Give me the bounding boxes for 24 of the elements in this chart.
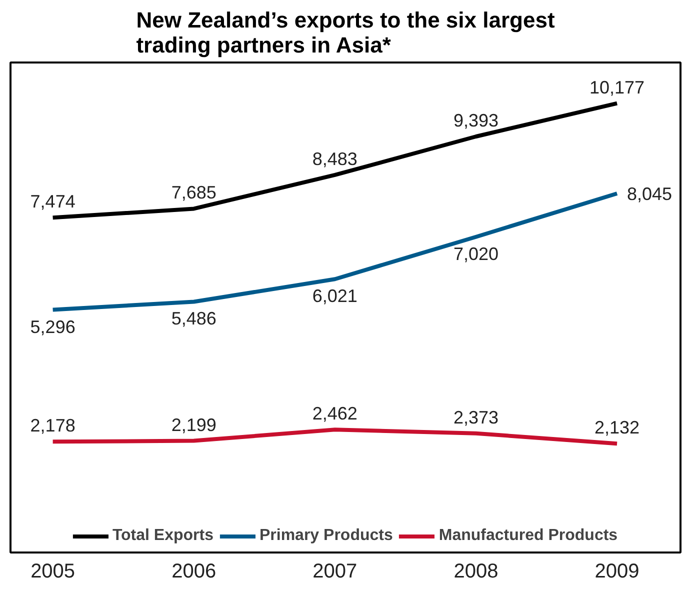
legend-label: Manufactured Products xyxy=(438,527,618,545)
data-label: 2,178 xyxy=(30,416,76,436)
data-label: 2,132 xyxy=(594,418,640,438)
data-label: 8,045 xyxy=(627,184,672,204)
data-label: 5,296 xyxy=(30,316,76,337)
x-tick-label: 2005 xyxy=(30,560,76,582)
data-label: 2,373 xyxy=(453,407,498,428)
data-label: 9,393 xyxy=(453,110,498,130)
data-label: 7,020 xyxy=(453,244,498,264)
data-label: 2,199 xyxy=(171,414,216,435)
data-label: 10,177 xyxy=(590,77,645,98)
data-label: 8,483 xyxy=(312,148,358,169)
x-tick-label: 2006 xyxy=(172,560,216,582)
data-label: 5,486 xyxy=(171,308,216,329)
x-tick-label: 2008 xyxy=(454,560,498,582)
chart-title: New Zealand’s exports to the six largest trading partners in Asia* xyxy=(136,8,556,58)
data-label: 7,474 xyxy=(30,192,76,212)
data-label: 6,021 xyxy=(312,286,358,306)
data-label: 7,685 xyxy=(171,182,216,203)
legend-label: Primary Products xyxy=(259,527,393,545)
x-tick-label: 2009 xyxy=(594,560,640,582)
x-tick-label: 2007 xyxy=(312,560,358,582)
data-label: 2,462 xyxy=(312,404,358,424)
legend-label: Total Exports xyxy=(112,527,214,545)
